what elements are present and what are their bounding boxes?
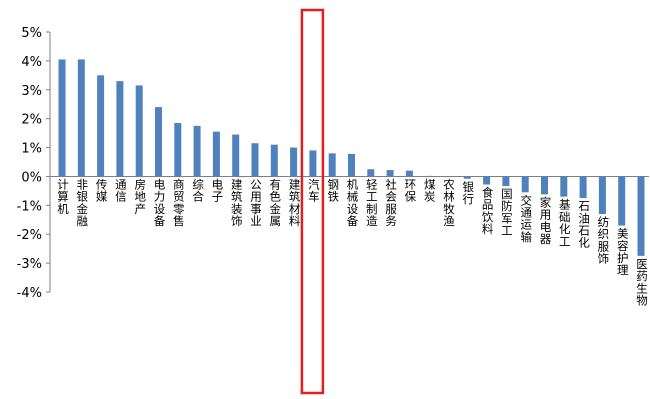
bar (97, 75, 105, 177)
bar (444, 176, 452, 178)
category-label: 家用电器 (540, 195, 552, 246)
bar (58, 59, 66, 177)
category-label: 电子 (212, 177, 224, 203)
y-tick-label: 4% (21, 55, 42, 70)
bar (155, 107, 162, 177)
category-label: 建筑装饰 (231, 177, 243, 228)
bar (405, 170, 413, 177)
category-label: 石油石化 (578, 199, 590, 250)
y-tick-label: 2% (21, 113, 42, 128)
y-tick-label: 5% (21, 26, 42, 41)
bar (560, 176, 568, 197)
category-label: 银行 (463, 180, 475, 206)
category-label: 有色金属 (270, 177, 282, 228)
y-tick-label: -2% (17, 228, 42, 243)
category-label: 非银金融 (77, 177, 89, 228)
y-tick-label: 3% (21, 84, 42, 99)
bar (367, 169, 375, 177)
y-tick-label: -1% (17, 199, 42, 214)
category-label: 计算机 (57, 177, 69, 215)
category-label: 美容护理 (617, 227, 629, 278)
bar (193, 125, 201, 177)
bar (598, 176, 606, 214)
bar (483, 176, 491, 185)
y-tick-label: 1% (21, 142, 42, 157)
bar (174, 123, 182, 177)
category-label: 机械设备 (347, 177, 359, 228)
category-label: 纺织服饰 (598, 215, 610, 266)
bar (618, 176, 626, 226)
category-label: 钢铁 (327, 177, 339, 203)
category-label: 农林牧渔 (443, 177, 455, 228)
y-tick-label: 0% (21, 170, 42, 185)
bar (579, 176, 587, 199)
bar (77, 59, 85, 177)
category-label: 社会服务 (385, 177, 397, 228)
category-label: 传媒 (96, 177, 108, 203)
bar (135, 85, 143, 177)
bar (232, 134, 240, 177)
category-label: 公用事业 (250, 177, 262, 228)
bar (309, 150, 317, 177)
category-label: 食品饮料 (482, 186, 494, 237)
bar (328, 153, 336, 177)
y-tick-label: -3% (17, 257, 42, 272)
bar (637, 176, 645, 256)
category-label: 医药生物 (636, 257, 648, 308)
bar (251, 143, 259, 177)
bar (502, 176, 510, 186)
category-label: 汽车 (308, 177, 320, 203)
bar (463, 176, 471, 179)
category-label: 商贸零售 (173, 177, 185, 228)
highlight-box (300, 8, 325, 395)
bar (521, 176, 529, 193)
category-label: 建筑材料 (289, 177, 301, 228)
category-label: 电力设备 (154, 177, 166, 228)
category-label: 环保 (405, 177, 417, 203)
category-label: 国防军工 (501, 187, 513, 238)
category-label: 轻工制造 (366, 177, 378, 228)
category-label: 煤炭 (424, 177, 436, 203)
bar (425, 175, 433, 177)
category-label: 基础化工 (559, 198, 571, 249)
bar (386, 170, 394, 177)
bar (348, 153, 355, 177)
category-label: 房地产 (134, 177, 146, 215)
category-label: 综合 (192, 177, 204, 203)
category-label: 通信 (115, 177, 127, 203)
bar (290, 147, 298, 177)
y-tick-label: -4% (17, 286, 42, 301)
bar (116, 81, 124, 177)
bar (541, 176, 548, 195)
category-label: 交通运输 (520, 193, 532, 244)
bar (270, 144, 278, 177)
bar (212, 131, 220, 177)
